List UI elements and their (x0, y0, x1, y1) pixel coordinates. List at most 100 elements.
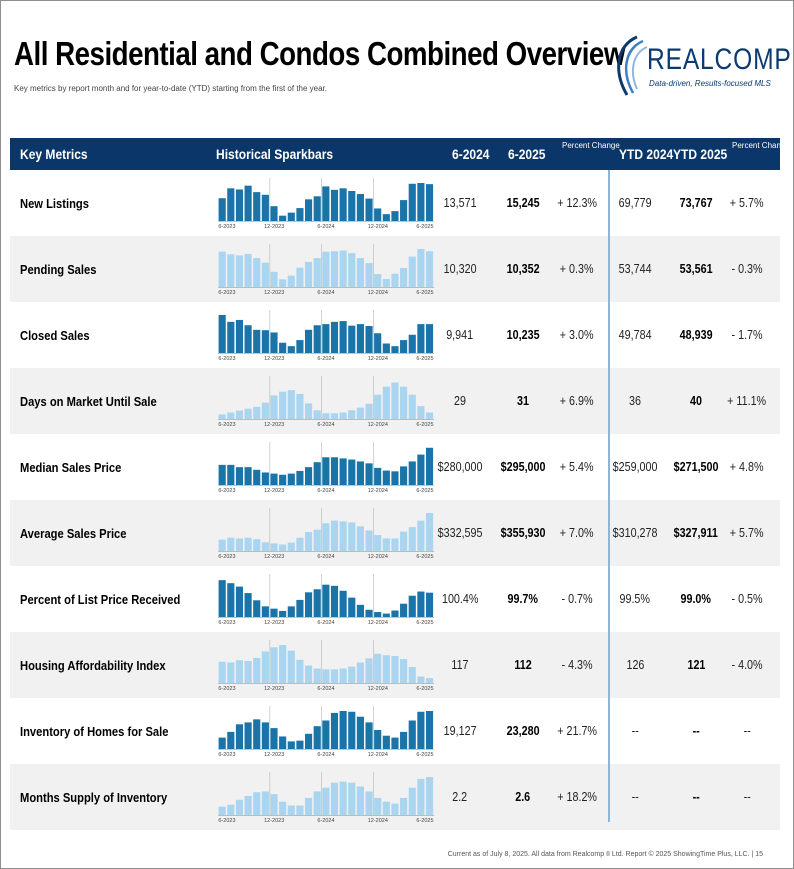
table-row: Average Sales Price 6-2023 12-2023 6-2024 12… (10, 500, 780, 566)
value-6-2025: 2.6 (515, 790, 531, 804)
sparkbar-bar (244, 537, 252, 551)
value-6-2025: 99.7% (507, 592, 539, 606)
realcomp-logo: REALCOMP Data-driven, Results-focused ML… (607, 31, 791, 101)
sparkbar-bar (296, 659, 304, 683)
table-row: Pending Sales 6-2023 12-2023 6-2024 12-2024 6… (10, 236, 780, 302)
sparkbar-axis-label: 12-2024 (368, 488, 388, 494)
sparkbar-bar (287, 275, 295, 287)
sparkbar-chart: 6-2023 12-2023 6-2024 12-2024 6-2025 (218, 310, 434, 362)
sparkbar-bar (374, 208, 382, 221)
sparkbar-bar (365, 658, 373, 683)
sparkbar-bar (408, 787, 416, 815)
sparkbar-axis-label: 6-2025 (416, 818, 433, 824)
value-6-2024-cell: 100.4% (429, 566, 491, 632)
value-6-2024: 19,127 (443, 724, 477, 738)
sparkbar-bar (330, 712, 339, 749)
value-6-2024-cell: 29 (429, 368, 491, 434)
sparkbar-bar (322, 413, 330, 419)
sparkbar-bar (218, 580, 226, 617)
sparkbar-bar (287, 650, 295, 683)
sparkbar-bar (218, 315, 226, 353)
ytd-percent-change-cell: + 11.1% (723, 368, 771, 434)
sparkbar-bar (218, 539, 226, 551)
sparkbar-bar (356, 324, 364, 353)
value-6-2025-cell: 23,280 (491, 698, 555, 764)
ytd-2025-value: -- (692, 790, 700, 804)
sparkbar-bar (218, 464, 226, 485)
sparkbar-axis-label: 6-2023 (218, 488, 235, 494)
sparkbar-bar (261, 791, 269, 815)
sparkbar-axis-label: 6-2024 (317, 356, 334, 362)
sparkbar-axis-label: 6-2023 (218, 752, 235, 758)
sparkbar-bar (227, 583, 235, 617)
sparkbar-bar (408, 527, 416, 551)
sparkbar-bar (382, 386, 390, 419)
ytd-2025-value-cell: -- (665, 698, 727, 764)
value-6-2024-cell: 19,127 (429, 698, 491, 764)
sparkbar-bar (227, 188, 235, 221)
sparkbar-axis-label: 6-2023 (218, 356, 235, 362)
header-key-metrics: Key Metrics (20, 146, 88, 162)
sparkbar-axis-label: 6-2024 (317, 620, 334, 626)
ytd-2024-value-cell: 126 (603, 632, 667, 698)
sparkbar-bar (330, 520, 339, 551)
sparkbar-axis-label: 6-2025 (416, 290, 433, 296)
ytd-2024-value: $310,278 (612, 526, 658, 540)
value-6-2024-cell: 10,320 (429, 236, 491, 302)
sparkbar-chart: 6-2023 12-2023 6-2024 12-2024 6-2025 (218, 574, 434, 626)
sparkbar-bar (270, 647, 278, 683)
sparkbar-bar (356, 407, 364, 419)
sparkbar-bar (356, 526, 364, 551)
percent-change-cell: + 5.4% (553, 434, 601, 500)
value-6-2025: 31 (517, 394, 529, 408)
sparkbar-bar (270, 271, 278, 287)
sparkbar-bar (287, 741, 295, 749)
sparkbar-axis-label: 12-2023 (264, 422, 284, 428)
ytd-2024-value-cell: 69,779 (603, 170, 667, 236)
sparkbar-bar (227, 537, 235, 551)
sparkbar-bar (391, 211, 399, 221)
sparkbar-axis-label: 12-2024 (368, 686, 388, 692)
sparkbar-axis-label: 6-2024 (317, 554, 334, 560)
sparkbar-axis-label: 12-2024 (368, 554, 388, 560)
sparkbar-axis-label: 12-2023 (264, 224, 284, 230)
sparkbar-bar (244, 722, 252, 749)
sparkbar-bar (348, 782, 356, 815)
sparkbar-bar (330, 321, 339, 353)
sparkbar-bar (400, 731, 408, 749)
value-6-2025-cell: 31 (491, 368, 555, 434)
sparkbar-bar (305, 261, 313, 287)
ytd-2024-value: 36 (629, 394, 641, 408)
sparkbar-bar (339, 250, 347, 287)
sparkbar-bar (425, 324, 434, 353)
sparkbar-bar (322, 251, 330, 287)
ytd-2024-value-cell: 99.5% (603, 566, 667, 632)
value-6-2024: 9,941 (446, 328, 474, 342)
table-row: Months Supply of Inventory 6-2023 12-2023 6… (10, 764, 780, 830)
ytd-2025-value-cell: 99.0% (665, 566, 727, 632)
sparkbar-bar (287, 212, 295, 221)
sparkbar-bar (425, 678, 434, 683)
sparkbar-bar (218, 251, 226, 287)
ytd-percent-change: - 4.0% (731, 658, 763, 672)
sparkbar-axis-label: 12-2023 (264, 356, 284, 362)
header-ytd-2025: YTD 2025 (673, 146, 728, 162)
sparkbar-bar (261, 606, 269, 617)
ytd-2024-value: 49,784 (618, 328, 652, 342)
ytd-percent-change-cell: -- (723, 698, 771, 764)
sparkbar-bar (279, 736, 287, 749)
sparkbar-axis-label: 6-2025 (416, 422, 433, 428)
metric-name: Inventory of Homes for Sale (20, 723, 169, 739)
sparkbar-axis-label: 12-2023 (264, 554, 284, 560)
percent-change-cell: + 0.3% (553, 236, 601, 302)
sparkbar-axis-label: 12-2024 (368, 356, 388, 362)
sparkbar-bar (253, 329, 261, 353)
sparkbar-bar (227, 731, 235, 749)
sparkbar-bar (227, 804, 235, 815)
sparkbar-chart: 6-2023 12-2023 6-2024 12-2024 6-2025 (218, 244, 434, 296)
sparkbar-bar (425, 592, 434, 617)
sparkbar-bar (235, 799, 244, 815)
sparkbar-bar (391, 803, 399, 815)
sparkbar-bar (374, 333, 382, 353)
value-6-2025: 15,245 (506, 196, 540, 210)
